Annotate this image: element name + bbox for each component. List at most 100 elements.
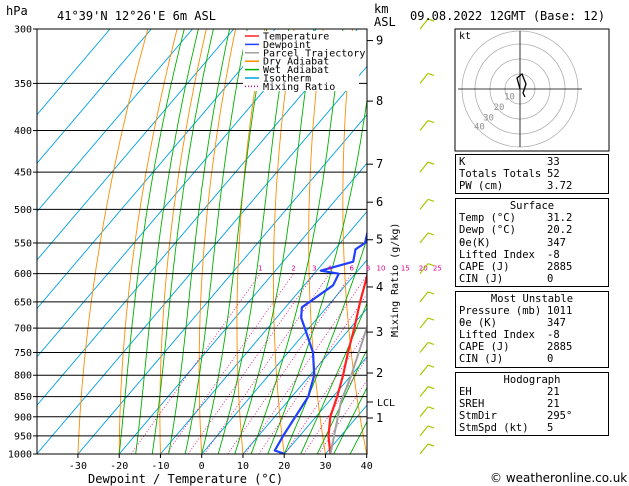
datetime-title: 09.08.2022 12GMT (Base: 12) — [410, 9, 605, 23]
temperature-tick-label: 0 — [199, 461, 205, 472]
legend-entry: Dry Adiabat — [263, 57, 329, 68]
wind-barb — [419, 425, 429, 437]
hodograph-frame — [454, 28, 610, 152]
temperature-tick-label: -20 — [110, 461, 128, 472]
wind-barb-flag — [427, 386, 435, 390]
wind-barb-flag — [427, 317, 435, 321]
mixing-ratio-label: 25 — [433, 265, 442, 273]
wind-barb — [419, 406, 429, 418]
wind-barb — [419, 342, 429, 353]
hodo-value: 295° — [547, 409, 573, 422]
k-label: K — [459, 156, 466, 168]
isotherm-line — [201, 259, 367, 454]
pw-value: 3.72 — [547, 180, 573, 193]
surface-label: θe(K) — [459, 236, 491, 249]
hodograph-ring-label: 10 — [504, 93, 515, 103]
pressure-label: 1000 — [8, 450, 32, 461]
legend-entry: Mixing Ratio — [263, 82, 335, 93]
wind-barb — [419, 161, 429, 173]
isotherm-line — [77, 114, 367, 454]
isotherm-line — [37, 29, 276, 310]
surface-box: Surface Temp (°C) 31.2 Dewp (°C) 20.2 θe(K… — [455, 198, 609, 287]
hodograph-box: Hodograph EH 21 SREH 21 StmDir 295° StmSpd … — [455, 371, 609, 436]
wind-barb-flag — [427, 18, 435, 22]
km-label: 1 — [376, 411, 383, 425]
pressure-label: 350 — [14, 79, 32, 90]
pressure-label: 700 — [14, 324, 32, 335]
km-label: 3 — [376, 325, 383, 339]
hodo-label: SREH — [459, 397, 485, 410]
unstable-label: CAPE (J) — [459, 341, 510, 354]
km-label: 2 — [376, 366, 383, 380]
temperature-tick-label: 10 — [237, 461, 249, 472]
wet-adiabat-line — [118, 29, 185, 454]
mixing-ratio-label: 15 — [401, 265, 410, 273]
km-axis: 9 8 7 6 5 4 3 2 1 — [367, 34, 383, 425]
dewpoint-line — [273, 229, 367, 454]
wind-barb-flag — [427, 364, 435, 368]
km-label: km — [374, 2, 388, 16]
wind-barb-flag — [427, 119, 435, 124]
surface-value: 2885 — [547, 260, 573, 273]
lcl-label: LCL — [377, 398, 395, 409]
wind-barb — [419, 232, 429, 244]
tt-value: 52 — [547, 168, 560, 181]
dry-adiabat-line — [616, 29, 629, 454]
unstable-label: Lifted Index — [459, 329, 535, 342]
wind-barb — [419, 263, 429, 275]
surface-label: Lifted Index — [459, 248, 535, 261]
hodograph-title: Hodograph — [503, 373, 561, 386]
temperature-tick-label: -10 — [151, 461, 169, 472]
isotherm-line — [37, 65, 367, 454]
dry-adiabat-line — [77, 29, 149, 454]
surface-label: Temp (°C) — [459, 212, 516, 225]
pressure-label: 600 — [14, 269, 32, 280]
wind-barb-flag — [427, 291, 435, 295]
tt-label: Totals Totals — [459, 168, 542, 181]
unstable-value: 347 — [547, 317, 566, 330]
unstable-value: 1011 — [547, 305, 573, 318]
mixing-ratio-label: 2 — [291, 265, 295, 273]
hodograph-ring-label: 30 — [483, 114, 494, 124]
surface-value: 0 — [547, 272, 554, 285]
mixing-ratio-label: 1 — [258, 265, 262, 273]
surface-value: 31.2 — [547, 212, 573, 225]
hodo-label: StmDir — [459, 409, 497, 422]
pressure-tick-labels: 300 350 400 450 500 550 600 650 700 750 800 850 900 9… — [8, 25, 32, 461]
mixing-ratio-labels: 1 2 3 4 6 8 10 15 20 25 — [258, 265, 442, 273]
unstable-label: Pressure (mb) — [459, 305, 542, 318]
isotherm-line — [242, 307, 367, 454]
parcel-trajectory-line — [329, 323, 367, 454]
hodo-value: 21 — [547, 397, 560, 410]
mixing-ratio-label: 4 — [327, 265, 332, 273]
temperature-tick-label: 30 — [319, 461, 331, 472]
isotherm-line — [283, 356, 367, 454]
surface-value: 347 — [547, 236, 566, 249]
wind-barb — [419, 73, 429, 84]
temperature-tick-label: 20 — [278, 461, 290, 472]
temperature-line — [327, 272, 367, 454]
wet-adiabat-line — [300, 301, 367, 454]
surface-label: CIN (J) — [459, 272, 504, 285]
mixing-ratio-label: 6 — [349, 265, 354, 273]
mixing-ratio-label: 3 — [312, 265, 316, 273]
legend-entry: Dewpoint — [263, 40, 311, 51]
dry-adiabat-line — [408, 29, 449, 454]
wind-barb-flag — [427, 341, 435, 346]
mixing-ratio-line — [258, 293, 367, 454]
wind-barb — [419, 443, 429, 455]
isotherm-line — [37, 29, 193, 213]
temperature-tick-label: 40 — [361, 461, 373, 472]
wind-barb-flag — [427, 232, 435, 236]
wind-barb-flag — [427, 406, 435, 410]
most-unstable-title: Most Unstable — [490, 292, 574, 305]
location-title: 41°39'N 12°26'E 6m ASL — [57, 9, 216, 23]
pressure-label: 300 — [14, 25, 32, 36]
unstable-value: 2885 — [547, 341, 573, 354]
most-unstable-box: Most Unstable Pressure (mb) 1011 θe (K) 34… — [455, 290, 609, 368]
legend-entry: Wet Adiabat — [263, 65, 329, 76]
unstable-label: CIN (J) — [459, 353, 504, 366]
wet-adiabat-line — [135, 29, 199, 454]
